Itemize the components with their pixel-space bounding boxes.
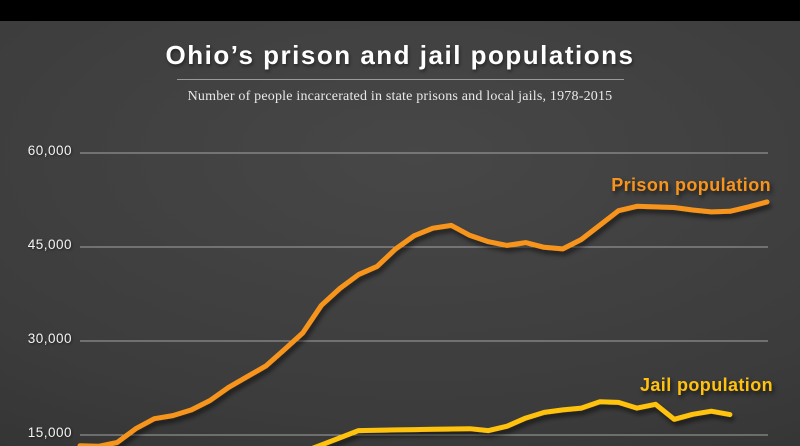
- prison-population-line: [77, 199, 770, 446]
- title-divider: [176, 79, 624, 80]
- y-axis-tick-label: 60,000: [27, 143, 72, 158]
- y-axis-tick-label: 15,000: [27, 425, 72, 440]
- page-title: Ohio’s prison and jail populations: [165, 40, 635, 70]
- chart-subtitle: Number of people incarcerated in state p…: [187, 89, 613, 104]
- jail-population-line: [311, 399, 733, 446]
- y-axis-tick-label: 30,000: [27, 331, 72, 346]
- prison-series-label: Prison population: [611, 175, 771, 195]
- chart-header: Ohio’s prison and jail populations Numbe…: [0, 38, 800, 105]
- gridlines: [80, 152, 768, 436]
- top-bar: [0, 0, 800, 21]
- jail-series-label: Jail population: [639, 375, 773, 395]
- series-lines: [77, 199, 770, 446]
- y-axis-tick-label: 45,000: [27, 237, 72, 252]
